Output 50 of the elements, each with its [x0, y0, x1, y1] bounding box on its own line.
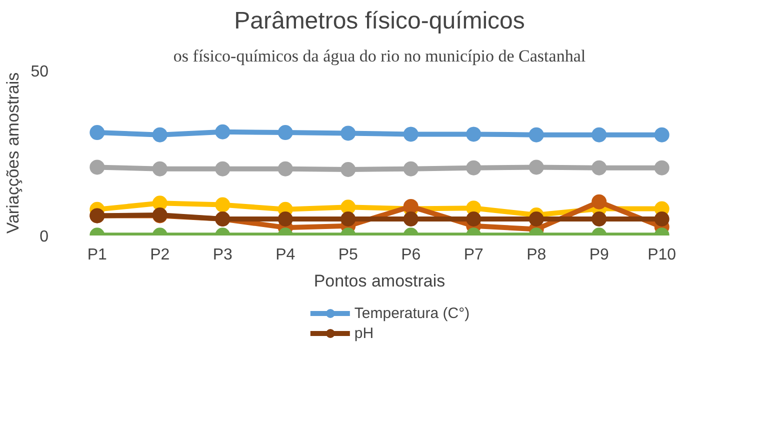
- point: [654, 160, 670, 176]
- point: [215, 197, 230, 212]
- point: [466, 160, 482, 176]
- point: [152, 161, 168, 176]
- point: [592, 212, 607, 226]
- y-tick-label: 0: [40, 228, 49, 246]
- x-tick-label: P2: [150, 246, 170, 264]
- y-tick-label: 50: [30, 64, 49, 80]
- point: [592, 160, 607, 176]
- point: [403, 212, 418, 226]
- point: [278, 212, 293, 226]
- point: [278, 125, 293, 140]
- legend-label: pH: [354, 324, 374, 342]
- legend-label: Temperatura (C°): [354, 304, 470, 322]
- point: [466, 212, 482, 226]
- point: [403, 126, 418, 142]
- point: [592, 194, 607, 210]
- x-tick-label: P9: [589, 246, 609, 264]
- point: [340, 162, 356, 177]
- point: [340, 126, 356, 141]
- point: [403, 198, 418, 214]
- point: [90, 125, 105, 140]
- x-tick-label: P6: [401, 246, 421, 264]
- x-tick-label: P5: [338, 246, 358, 264]
- point: [90, 160, 105, 175]
- chart-title: Parâmetros físico-químicos: [234, 8, 525, 34]
- text: os físico-químicos da água do rio no município de Castanhal: [173, 46, 586, 66]
- x-tick-label: P4: [276, 246, 296, 264]
- y-axis-title: Variaçções amostrais: [4, 72, 23, 234]
- point: [654, 127, 670, 142]
- x-tick-label: P7: [464, 246, 484, 264]
- point: [466, 126, 482, 142]
- point: [654, 212, 670, 226]
- x-tick-label: P1: [87, 246, 108, 264]
- x-tick-label: P3: [212, 246, 233, 264]
- point: [340, 200, 356, 215]
- point: [215, 124, 230, 140]
- point: [528, 127, 544, 142]
- point: [528, 160, 544, 175]
- point: [340, 212, 356, 226]
- point: [152, 196, 168, 211]
- point: [152, 127, 168, 142]
- x-tick-label: P10: [648, 246, 676, 264]
- point: [215, 161, 230, 176]
- x-tick-label: P8: [526, 246, 546, 264]
- point: [403, 161, 418, 176]
- point: [528, 212, 544, 226]
- x-axis-title: Pontos amostrais: [314, 272, 446, 290]
- point: [592, 127, 607, 142]
- point: [278, 161, 293, 176]
